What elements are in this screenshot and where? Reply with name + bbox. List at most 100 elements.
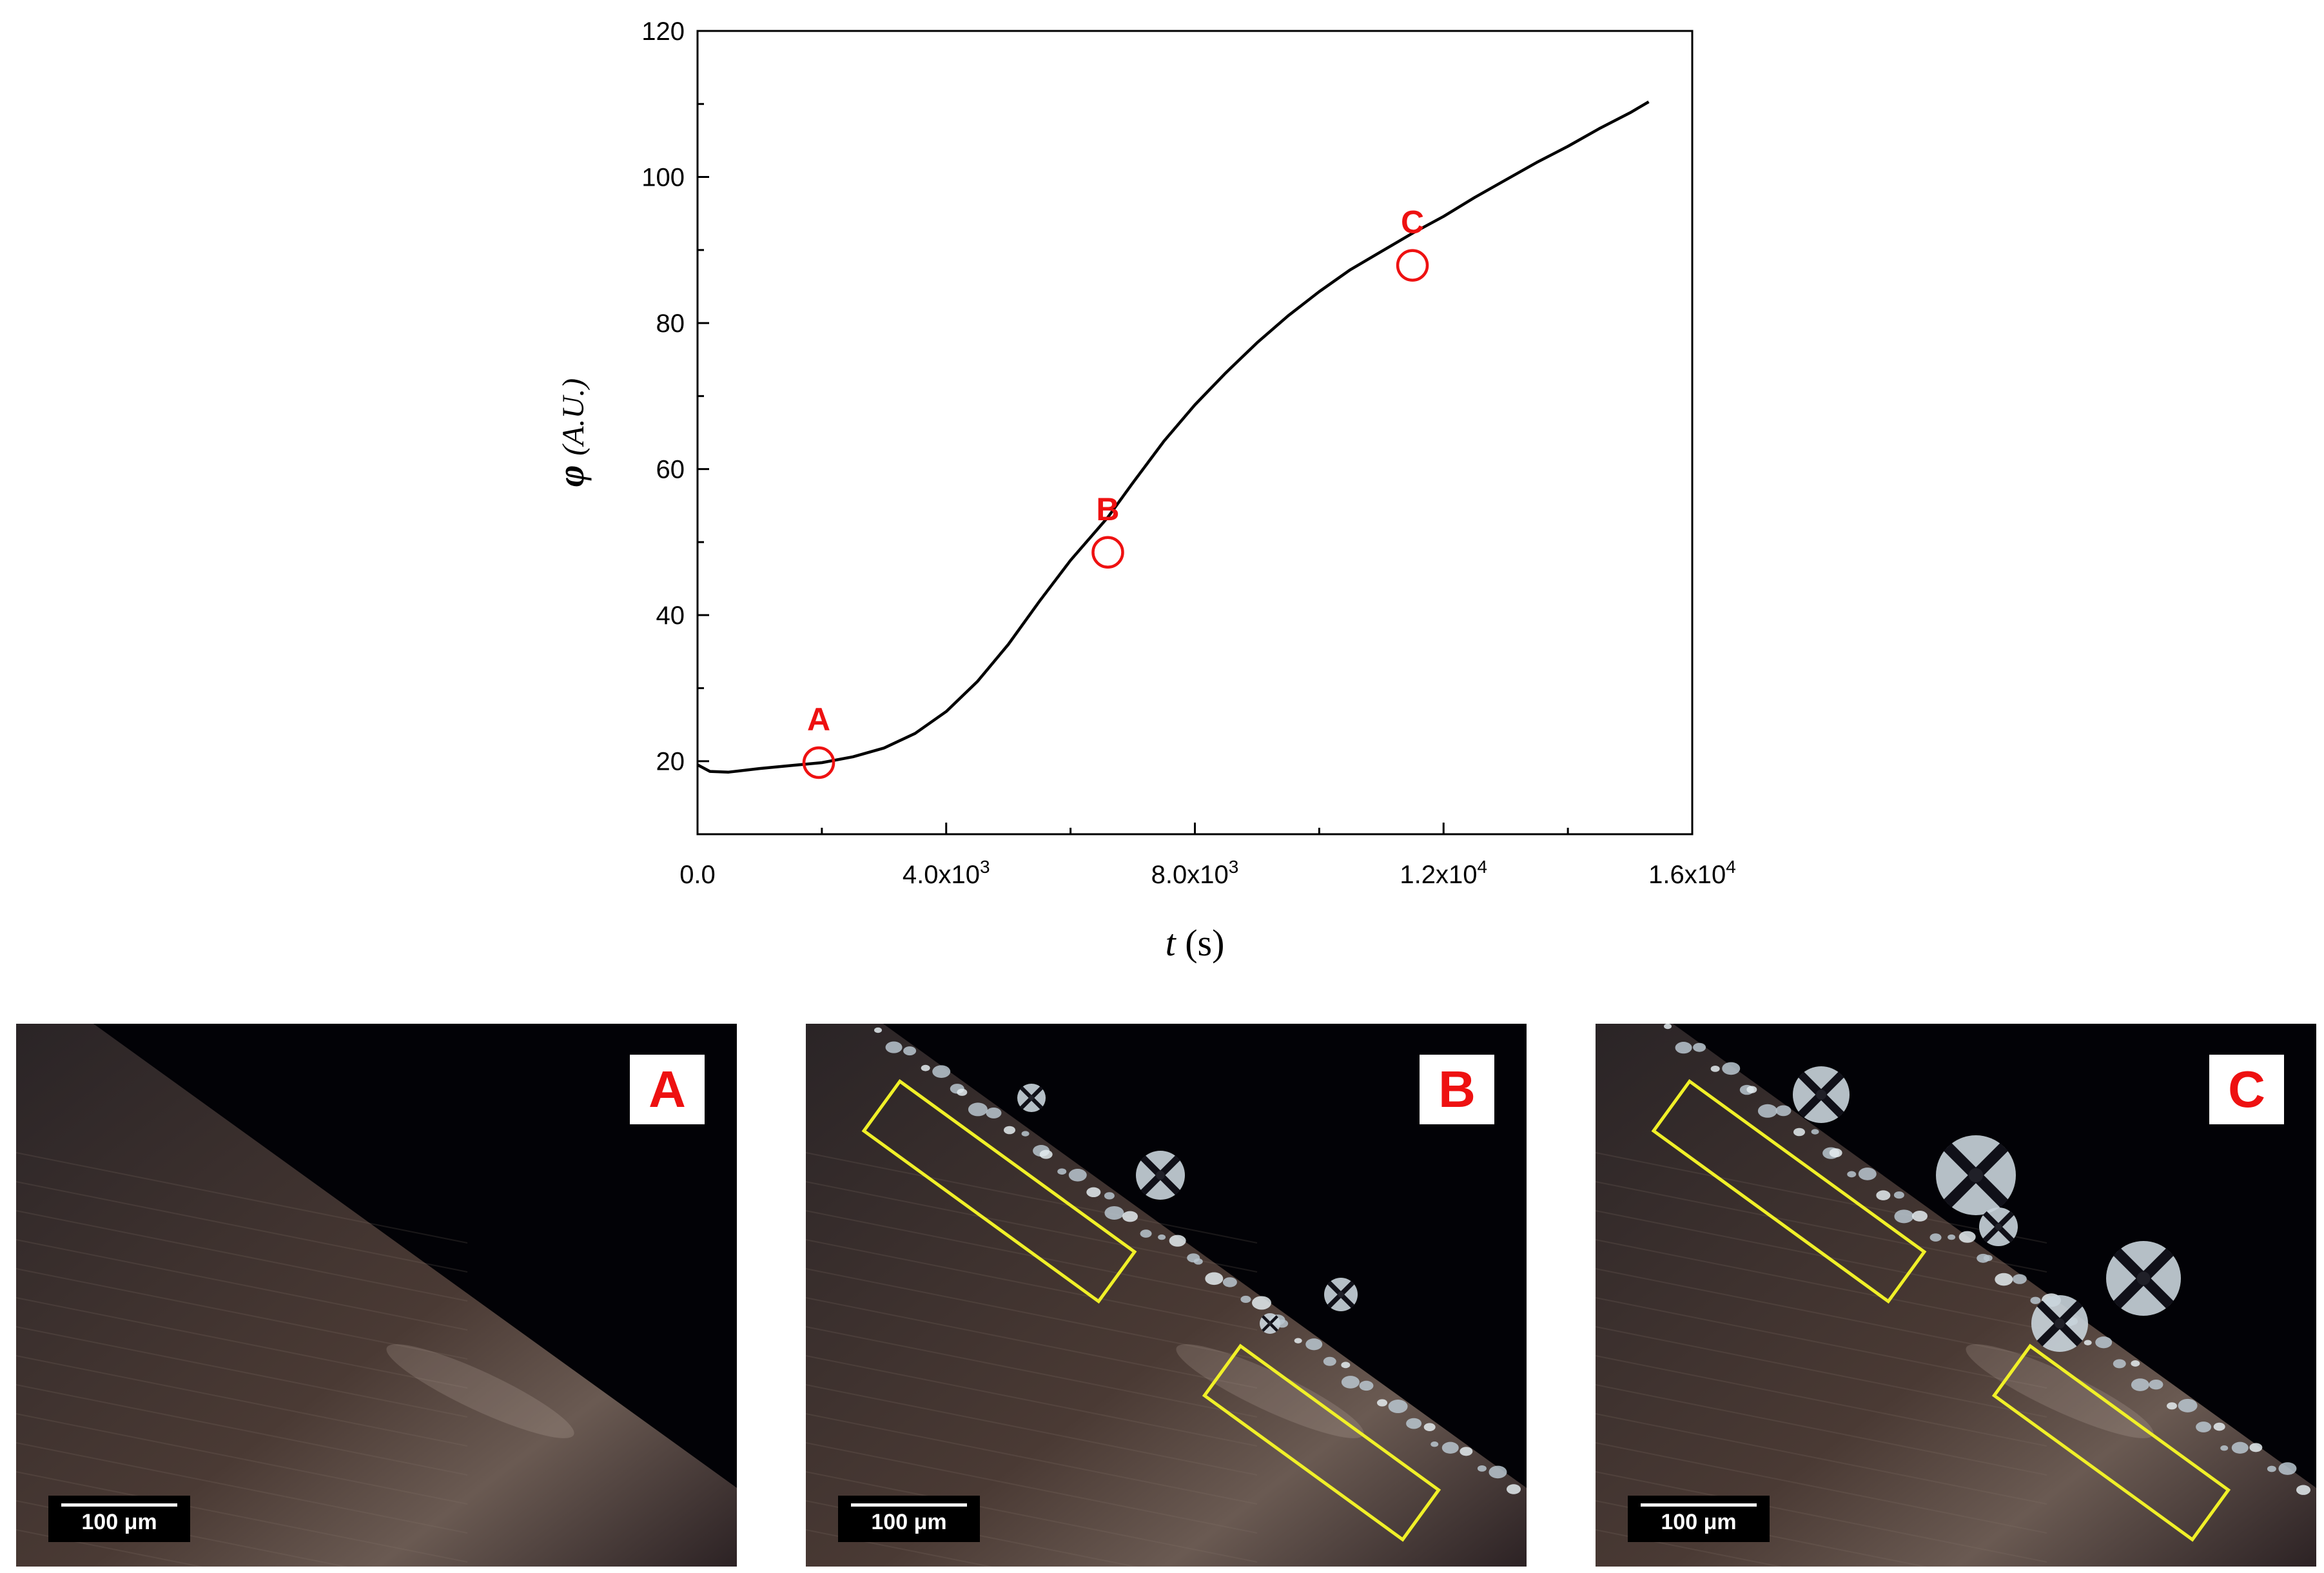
crystal [1984, 1255, 1993, 1261]
micrograph-panel-a: A 100 μm [16, 1024, 737, 1567]
scale-bar: 100 μm [1628, 1496, 1770, 1542]
crystal [1359, 1381, 1373, 1391]
crystal [1693, 1043, 1706, 1052]
crystal [1057, 1168, 1066, 1175]
crystal [1711, 1066, 1720, 1072]
crystal [1004, 1126, 1015, 1135]
crystal [2131, 1360, 2140, 1367]
scale-bar-line [61, 1503, 177, 1507]
crystal [1876, 1190, 1890, 1200]
crystal [2278, 1462, 2296, 1475]
crystal [1086, 1187, 1100, 1197]
spherulite [1324, 1278, 1358, 1311]
crystal [2149, 1380, 2163, 1389]
spherulite [1136, 1151, 1185, 1200]
crystal [874, 1028, 882, 1033]
crystal [968, 1102, 988, 1116]
crystal [1775, 1105, 1791, 1116]
crystal [1389, 1400, 1408, 1413]
crystal [1793, 1128, 1805, 1137]
x-tick-label: 0.0 [679, 861, 716, 889]
crystal [2131, 1378, 2149, 1391]
scale-bar-line [851, 1503, 967, 1507]
crystal [1104, 1206, 1124, 1220]
spherulite-core [2137, 1272, 2151, 1285]
crystal [1442, 1442, 1459, 1454]
crystal [1205, 1273, 1223, 1285]
spherulite-core [1816, 1089, 1826, 1100]
x-tick-label: 1.6x104 [1648, 857, 1736, 889]
spherulite [1979, 1207, 2018, 1246]
crystal [1811, 1129, 1819, 1134]
crystal [1323, 1357, 1336, 1366]
crystal [1930, 1233, 1942, 1242]
micrograph-panel-c: C 100 μm [1596, 1024, 2316, 1567]
crystal [1158, 1235, 1166, 1240]
crystal [1830, 1148, 1842, 1157]
scale-bar: 100 μm [838, 1496, 980, 1542]
crystal [1675, 1042, 1692, 1053]
crystal [2214, 1423, 2225, 1431]
spherulite [1260, 1313, 1280, 1334]
scale-bar-label: 100 μm [1628, 1510, 1770, 1535]
crystal [1859, 1168, 1877, 1180]
crystal [1294, 1338, 1302, 1343]
spherulite-core [1029, 1095, 1034, 1100]
y-tick-label: 40 [656, 601, 685, 630]
marker-circle [1398, 251, 1427, 280]
x-tick-label: 4.0x103 [903, 857, 990, 889]
crystal [1894, 1209, 1913, 1223]
crystal [1140, 1229, 1152, 1238]
crystal [1122, 1211, 1138, 1222]
crystal [1406, 1418, 1421, 1429]
crystal [1169, 1235, 1186, 1247]
crystal [2196, 1422, 2211, 1432]
crystal [1664, 1024, 1672, 1029]
scale-bar: 100 μm [48, 1496, 190, 1542]
crystal [1252, 1296, 1271, 1310]
panel-label-badge: A [630, 1055, 705, 1124]
y-tick-label: 20 [656, 748, 685, 776]
crystal [1424, 1423, 1436, 1431]
scale-bar-label: 100 μm [48, 1510, 190, 1535]
crystal [1341, 1362, 1350, 1368]
crystal [1104, 1192, 1115, 1199]
crystal [1995, 1273, 2013, 1286]
scale-bar-label: 100 μm [838, 1510, 980, 1535]
crystal [1305, 1338, 1322, 1350]
spherulite-core [1338, 1291, 1343, 1297]
crystal [2167, 1402, 2177, 1409]
spherulite [2106, 1241, 2181, 1316]
y-tick-label: 80 [656, 309, 685, 338]
crystal [2095, 1336, 2112, 1348]
crystal [2249, 1443, 2262, 1452]
crystal [932, 1065, 950, 1078]
crystal [2296, 1485, 2310, 1495]
x-axis-title: t (s) [1166, 922, 1225, 964]
crystal [886, 1041, 903, 1053]
y-tick-label: 60 [656, 456, 685, 484]
crystal [1894, 1191, 1904, 1198]
spherulite-core [1969, 1168, 1983, 1182]
micrograph-image-b [806, 1024, 1527, 1567]
crystal [2030, 1297, 2040, 1304]
y-tick-label: 120 [641, 17, 685, 46]
series-line [698, 102, 1649, 772]
crystal [2267, 1466, 2276, 1472]
micrograph-image-a [16, 1024, 737, 1567]
crystal [1948, 1235, 1955, 1240]
crystal [1223, 1277, 1237, 1287]
crystal [2178, 1399, 2198, 1412]
crystal [1478, 1465, 1487, 1472]
y-axis-title: φ (A.U.) [550, 378, 592, 487]
plot-frame [698, 31, 1692, 834]
crystal [1194, 1258, 1203, 1265]
crystal [957, 1089, 967, 1096]
crystal [1431, 1441, 1438, 1447]
marker-label: C [1401, 204, 1424, 240]
phi-vs-time-chart: 0.0 4.0x103 8.0x103 1.2x104 1.6x104 20 40 60 80 1… [0, 0, 2324, 1006]
y-tick-label: 100 [641, 164, 685, 192]
spherulite-core [1156, 1171, 1165, 1180]
crystal [1342, 1376, 1360, 1389]
spherulite [1017, 1084, 1046, 1112]
